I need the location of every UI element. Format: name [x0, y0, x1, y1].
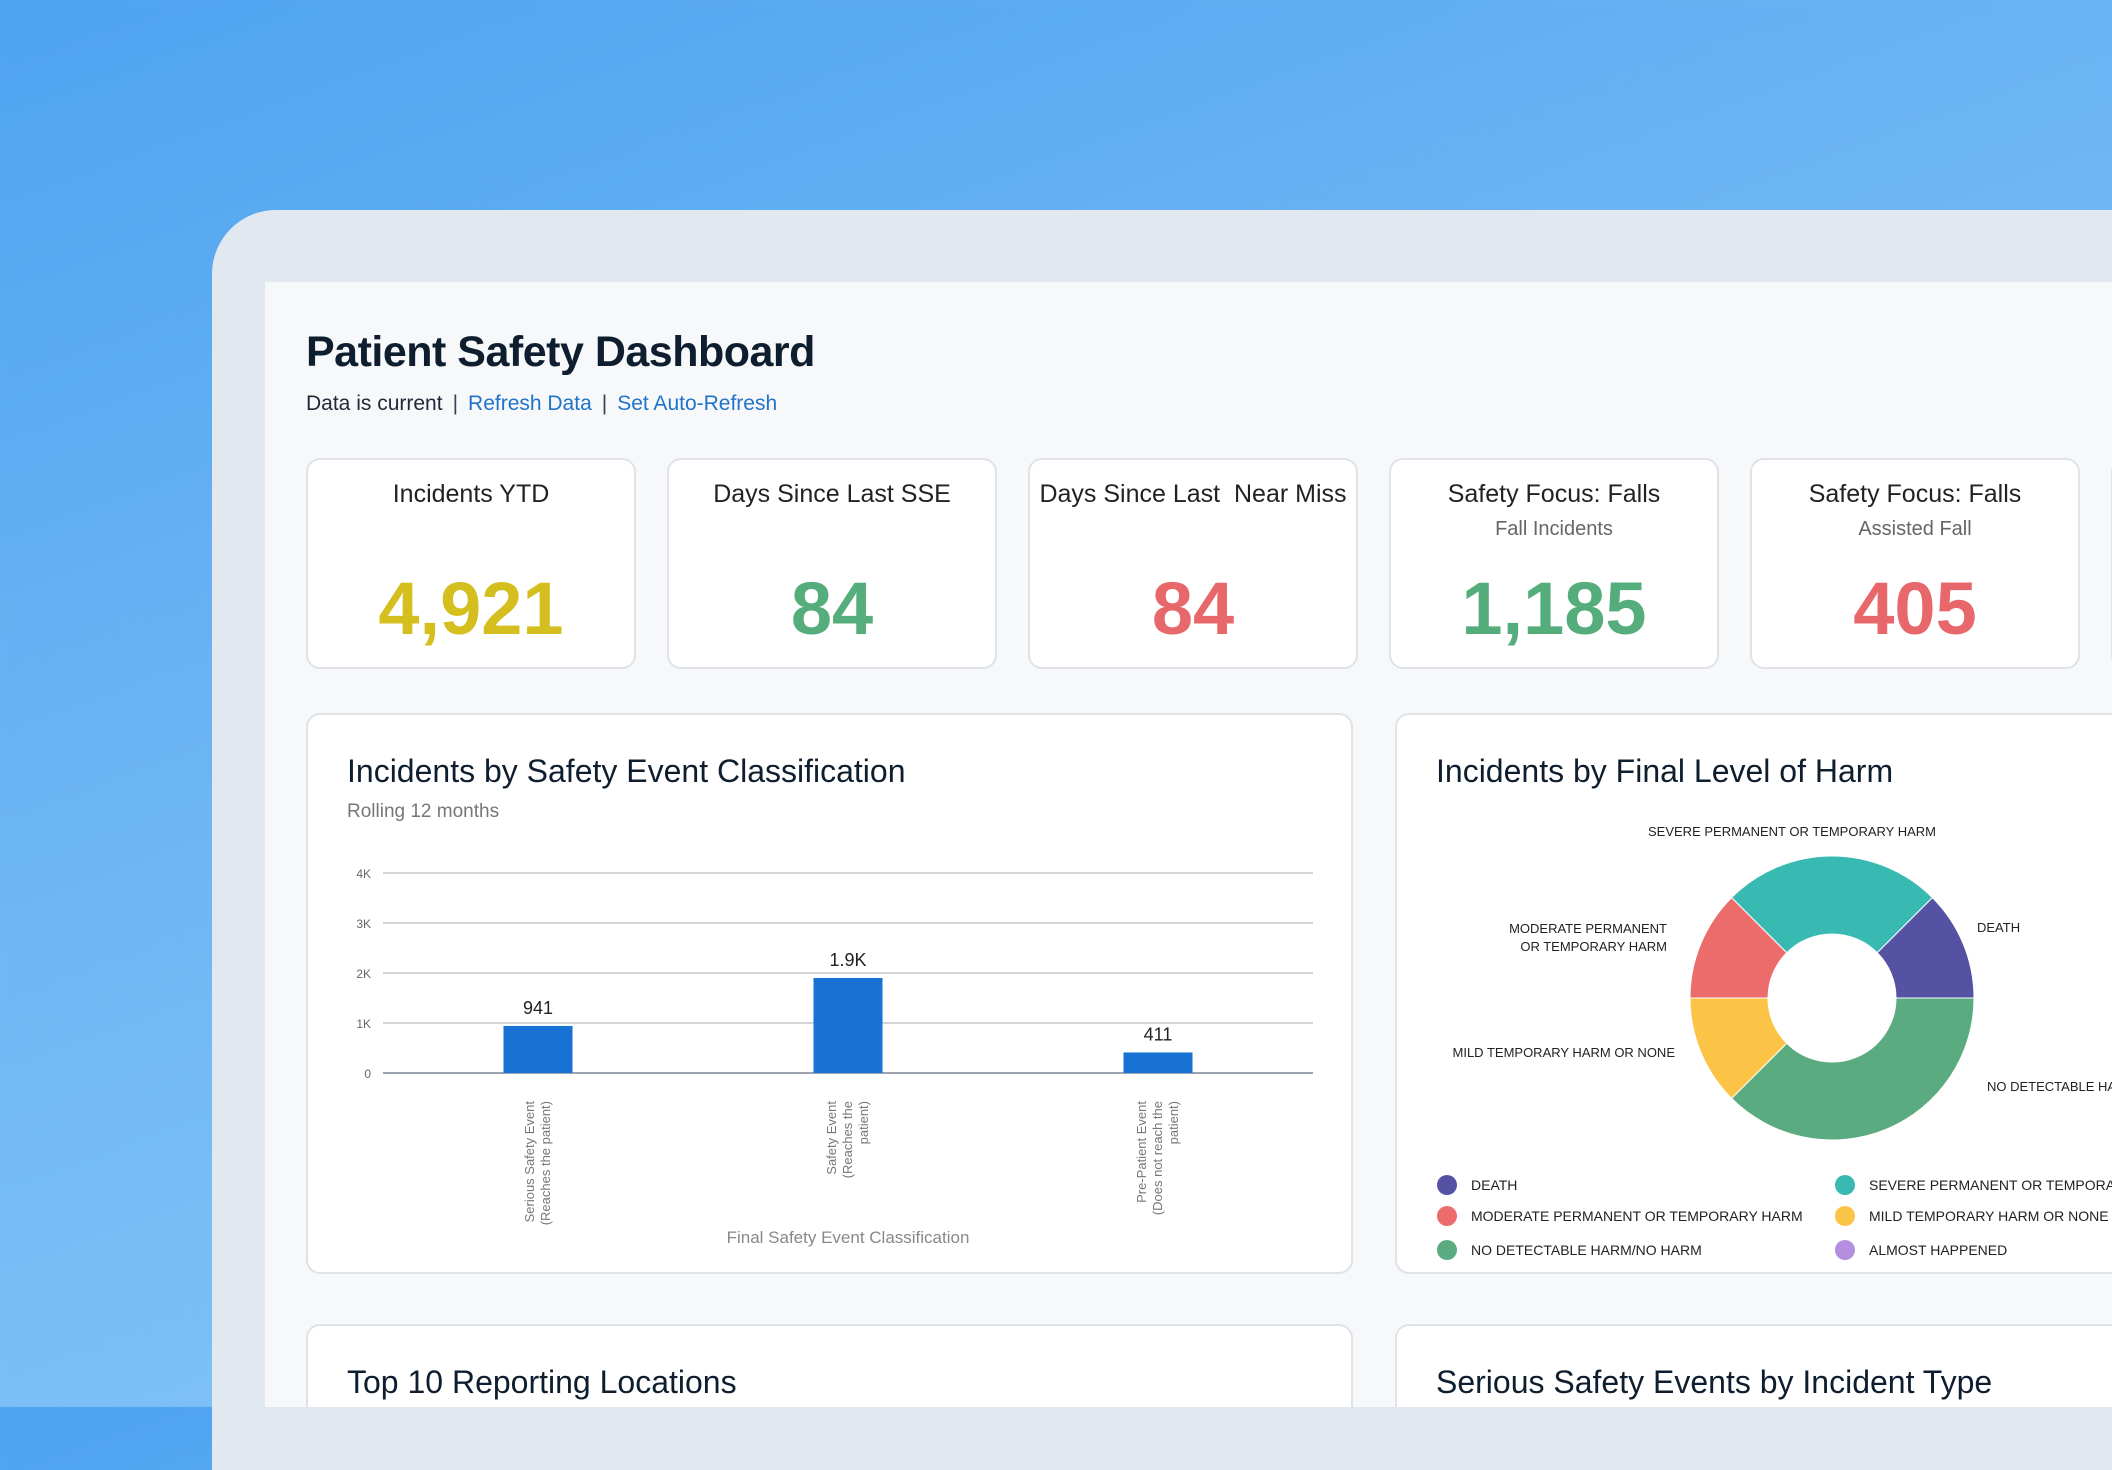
slice-label: MILD TEMPORARY HARM OR NONE: [1453, 1045, 1676, 1060]
kpi-label: Safety Focus: Falls: [1447, 480, 1661, 508]
legend-label: ALMOST HAPPENED: [1869, 1242, 2008, 1258]
legend-dot: [1437, 1206, 1457, 1226]
kpi-value: 1,185: [1461, 567, 1647, 650]
dashboard-screen: Patient Safety Dashboard Data is current…: [265, 282, 2112, 1407]
classification-panel: Incidents by Safety Event Classification…: [306, 713, 1353, 1274]
kpi-value: 405: [1853, 567, 1977, 650]
kpi-label: Days Since Last Near Miss: [1039, 480, 1347, 508]
slice-label: MODERATE PERMANENT OR TEMPORARY HARM: [1509, 921, 1667, 954]
legend-label: MODERATE PERMANENT OR TEMPORARY HARM: [1471, 1208, 1803, 1224]
slice-label: DEATH: [1977, 920, 2020, 935]
bar[interactable]: [813, 978, 883, 1073]
legend-item[interactable]: NO DETECTABLE HARM/NO HARM: [1437, 1240, 1702, 1260]
legend-item[interactable]: MILD TEMPORARY HARM OR NONE: [1835, 1206, 2109, 1226]
kpi-value: 84: [790, 567, 874, 650]
harm-title: Incidents by Final Level of Harm: [1436, 753, 1894, 789]
kpi-card-assisted-fall[interactable]: Safety Focus: Falls Assisted Fall 405: [1750, 458, 2080, 669]
kpi-sublabel: Assisted Fall: [1858, 518, 1972, 540]
bar-data-label: 411: [1144, 1024, 1173, 1044]
kpi-label: Days Since Last SSE: [713, 480, 951, 508]
classification-subtitle: Rolling 12 months: [347, 801, 500, 822]
harm-legend: DEATH SEVERE PERMANENT OR TEMPORARY HARM M…: [1437, 1175, 2112, 1275]
bar-data-label: 941: [523, 998, 553, 1018]
legend-item[interactable]: MODERATE PERMANENT OR TEMPORARY HARM: [1437, 1206, 1803, 1226]
donut-slice[interactable]: [1689, 896, 1788, 999]
x-tick-label: Serious Safety Event(Reaches the patient…: [522, 1101, 553, 1226]
kpi-value: 84: [1151, 567, 1235, 650]
separator: |: [452, 392, 459, 415]
x-tick-label: Safety Event(Reaches thepatient): [824, 1101, 871, 1179]
data-status-text: Data is current: [306, 392, 443, 415]
separator: |: [601, 392, 608, 415]
page-title: Patient Safety Dashboard: [306, 328, 815, 376]
sse-type-panel: Serious Safety Events by Incident Type: [1395, 1324, 2112, 1407]
classification-title: Incidents by Safety Event Classification: [347, 753, 906, 789]
sse-type-title: Serious Safety Events by Incident Type: [1436, 1364, 1993, 1400]
auto-refresh-link[interactable]: Set Auto-Refresh: [617, 392, 778, 415]
x-axis-label: Final Safety Event Classification: [727, 1228, 970, 1247]
y-tick-label: 3K: [356, 917, 371, 931]
legend-item[interactable]: ALMOST HAPPENED: [1835, 1240, 2007, 1260]
harm-panel: Incidents by Final Level of Harm SEVERE …: [1395, 713, 2112, 1274]
y-tick-label: 2K: [356, 967, 371, 981]
y-tick-label: 0: [364, 1067, 371, 1081]
x-tick-label: Pre-Patient Event(Does not reach thepati…: [1134, 1101, 1181, 1216]
status-line: Data is current | Refresh Data | Set Auto-Re…: [306, 392, 777, 416]
donut-slice[interactable]: [1730, 997, 1975, 1141]
legend-label: MILD TEMPORARY HARM OR NONE: [1869, 1208, 2109, 1224]
bar-data-label: 1.9K: [829, 950, 866, 970]
kpi-card-fall-incidents[interactable]: Safety Focus: Falls Fall Incidents 1,185: [1389, 458, 1719, 669]
legend-item[interactable]: SEVERE PERMANENT OR TEMPORARY HARM: [1835, 1175, 2112, 1195]
kpi-sublabel: Fall Incidents: [1495, 518, 1613, 540]
kpi-value: 4,921: [378, 567, 564, 650]
donut-slice[interactable]: [1730, 855, 1934, 954]
legend-item[interactable]: DEATH: [1437, 1175, 1517, 1195]
locations-title: Top 10 Reporting Locations: [347, 1364, 737, 1400]
bar[interactable]: [503, 1025, 573, 1073]
refresh-data-link[interactable]: Refresh Data: [468, 392, 592, 415]
svg-text:Serious Safety Event(Reaches t: Serious Safety Event(Reaches the patient…: [522, 1101, 553, 1226]
svg-text:Safety Event(Reaches thepatien: Safety Event(Reaches thepatient): [824, 1101, 871, 1179]
legend-dot: [1437, 1175, 1457, 1195]
legend-label: NO DETECTABLE HARM/NO HARM: [1471, 1242, 1702, 1258]
svg-text:Pre-Patient Event(Does not rea: Pre-Patient Event(Does not reach thepati…: [1134, 1101, 1181, 1216]
slice-label: SEVERE PERMANENT OR TEMPORARY HARM: [1648, 824, 1936, 839]
legend-label: SEVERE PERMANENT OR TEMPORARY HARM: [1869, 1177, 2112, 1193]
legend-dot: [1437, 1240, 1457, 1260]
harm-donut-chart: SEVERE PERMANENT OR TEMPORARY HARM DEATH N…: [1453, 824, 2112, 1141]
legend-dot: [1835, 1206, 1855, 1226]
locations-panel: Top 10 Reporting Locations: [306, 1324, 1353, 1407]
kpi-card-days-since-near-miss[interactable]: Days Since Last Near Miss 84: [1028, 458, 1358, 669]
legend-dot: [1835, 1240, 1855, 1260]
kpi-label: Safety Focus: Falls: [1808, 480, 2022, 508]
kpi-label: Incidents YTD: [392, 480, 550, 508]
legend-dot: [1835, 1175, 1855, 1195]
y-tick-label: 1K: [356, 1017, 371, 1031]
slice-label: NO DETECTABLE HARM/NO HARM: [1987, 1079, 2112, 1094]
classification-bar-chart: 0 1K 2K 3K 4K 941 Serious Safety Event(Reaches…: [356, 867, 1313, 1247]
bar[interactable]: [1123, 1052, 1193, 1073]
kpi-card-incidents-ytd[interactable]: Incidents YTD 4,921: [306, 458, 636, 669]
kpi-card-days-since-sse[interactable]: Days Since Last SSE 84: [667, 458, 997, 669]
legend-label: DEATH: [1471, 1177, 1518, 1193]
y-tick-label: 4K: [356, 867, 371, 881]
